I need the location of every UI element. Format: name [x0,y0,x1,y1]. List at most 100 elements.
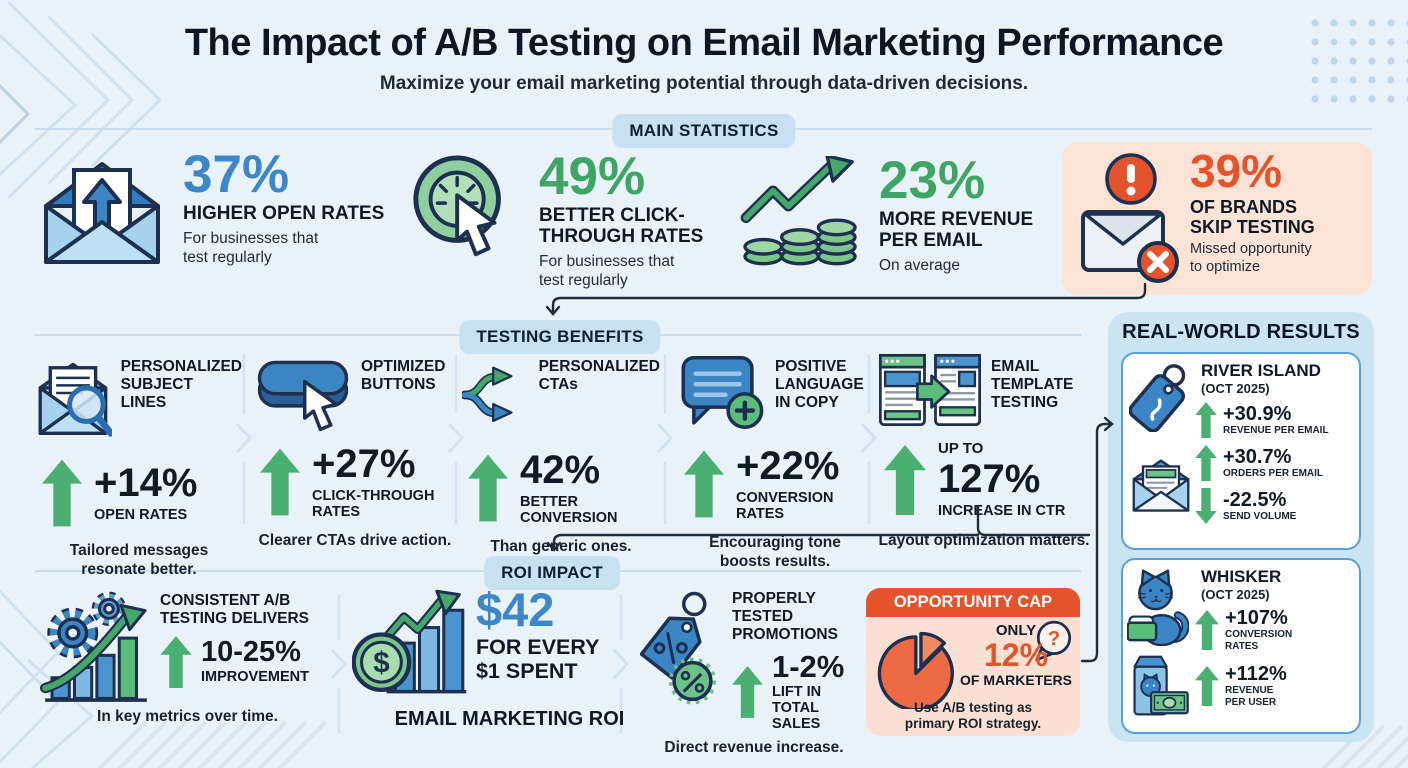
metric-value: +30.7% [1223,445,1292,468]
roi-tested-promotions: PROPERLY TESTED PROMOTIONS 1-2% LIFT IN … [640,586,868,757]
page-title: The Impact of A/B Testing on Email Marke… [184,22,1224,64]
question-bubble-icon: ? [1035,620,1072,662]
stat-value: 23% [879,151,986,210]
metric-row: +30.7% ORDERS PER EMAIL [1195,445,1351,481]
cat-litter-box-icon [1127,569,1189,646]
roi-value: 10-25% [201,635,301,668]
dollar-coin-chart-icon: $ [352,589,467,694]
stat-higher-open-rates: 37% HIGHER OPEN RATES For businesses tha… [36,148,384,268]
metric-row: +107% CONVERSION RATES [1195,608,1351,652]
benefit-metric: BETTER CONVERSION [520,494,618,527]
stat-sub: On average [879,257,960,275]
benefit-metric: CLICK-THROUGH RATES [312,488,435,521]
svg-text:?: ? [1048,628,1060,650]
split-arrows-icon [462,366,513,423]
roi-value: 1-2% [771,649,845,685]
roi-value: $42 [476,583,555,636]
opportunity-subject: OF MARKETERS [960,672,1072,688]
roi-title: CONSISTENT A/B TESTING DELIVERS [160,592,309,627]
stat-label: BETTER CLICK- THROUGH RATES [539,205,704,248]
column-divider [612,594,630,734]
metric-value: +30.9% [1223,402,1292,425]
pie-chart-slice-icon [877,631,954,709]
section-badge-main-statistics: MAIN STATISTICS [612,114,796,148]
down-arrow-icon [1195,488,1217,524]
column-divider [656,354,674,524]
metric-label: CONVERSION RATES [1225,629,1293,652]
button-cursor-icon [257,360,349,432]
up-arrow-icon [160,635,192,688]
roi-consistent-testing: CONSISTENT A/B TESTING DELIVERS 10-25% I… [40,588,335,726]
case-name: RIVER ISLAND [1201,361,1321,380]
column-divider [235,354,253,524]
stat-label: OF BRANDS SKIP TESTING [1190,197,1315,238]
benefit-metric: OPEN RATES [94,506,188,523]
benefit-value: +22% [736,444,840,488]
roi-email-marketing-roi: $ $42 FOR EVERY $1 SPENT EMAIL MARKETING… [352,586,667,731]
metric-label: ORDERS PER EMAIL [1223,467,1324,479]
case-whisker: WHISKER (OCT 2025) +107% CONVERSION RATE… [1121,558,1361,734]
opportunity-qualifier: ONLY [995,622,1037,639]
column-divider [330,594,348,734]
case-date: (OCT 2025) [1201,587,1270,602]
metric-value: +112% [1225,663,1287,685]
opportunity-cap-body: ? ONLY 12% OF MARKETERS Use A/B testing … [866,617,1080,736]
up-arrow-icon [884,445,926,515]
opportunity-cap-header: OPPORTUNITY CAP [866,588,1080,617]
discount-tags-icon [640,591,717,705]
opportunity-cap-box: OPPORTUNITY CAP ? ONLY 12% OF MARKETERS … [866,588,1080,738]
stat-sub: For businesses that test regularly [183,230,319,267]
stat-label: MORE REVENUE PER EMAIL [879,209,1034,252]
benefit-caption: Than generic ones. [490,538,632,556]
metric-value: -22.5% [1223,488,1287,511]
stat-value: 39% [1190,145,1283,197]
panel-heading: REAL-WORLD RESULTS [1122,321,1360,343]
metric-label: SEND VOLUME [1223,510,1297,522]
benefit-metric: CONVERSION RATES [736,490,834,523]
benefit-title: POSITIVE LANGUAGE IN COPY [775,358,864,411]
roi-caption: EMAIL MARKETING ROI [394,708,625,730]
roi-metric: LIFT IN TOTAL SALES [771,684,822,733]
benefit-title: PERSONALIZED SUBJECT LINES [120,358,242,411]
up-arrow-icon [1195,402,1217,438]
metric-row: +112% REVENUE PER USER [1195,664,1351,708]
up-arrow-icon [260,448,300,516]
column-divider [447,354,465,524]
benefit-caption: Clearer CTAs drive action. [258,532,452,550]
price-tag-icon [1129,364,1186,432]
email-templates-swap-icon [878,353,982,427]
section-badge-roi-impact: ROI IMPACT [484,556,620,590]
up-arrow-icon [42,459,82,527]
benefit-personalized-ctas: PERSONALIZED CTAs 42% BETTER CONVERSION … [462,352,660,557]
metric-label: REVENUE PER USER [1225,685,1277,708]
benefit-positive-language: POSITIVE LANGUAGE IN COPY +22% CONVERSIO… [678,352,872,572]
column-divider [860,354,878,524]
benefit-email-template-testing: EMAIL TEMPLATE TESTING UP TO 127% INCREA… [878,352,1090,551]
stat-brands-skip-testing: 39% OF BRANDS SKIP TESTING Missed opport… [1062,142,1372,295]
stat-better-ctr: 49% BETTER CLICK- THROUGH RATES For busi… [408,147,704,291]
benefit-title: PERSONALIZED CTAs [538,358,660,393]
benefit-value: 127% [938,457,1041,502]
benefit-value: +14% [94,460,198,505]
case-river-island: RIVER ISLAND (OCT 2025) +30.9% REVENUE P… [1121,352,1361,550]
benefit-personalized-subject-lines: PERSONALIZED SUBJECT LINES +14% OPEN RAT… [36,352,242,579]
svg-text:$: $ [373,647,389,680]
stat-value: 49% [539,147,646,206]
real-world-results-panel: REAL-WORLD RESULTS RIVER ISLAND (OCT 202 [1108,312,1374,742]
opportunity-caption: Use A/B testing as primary ROI strategy. [904,699,1042,731]
metric-row: +30.9% REVENUE PER EMAIL [1195,402,1351,438]
stat-sub: Missed opportunity to optimize [1190,241,1312,275]
metric-row: -22.5% SEND VOLUME [1195,488,1351,524]
open-envelope-up-arrow-icon [44,162,160,264]
envelope-magnifier-icon [38,362,112,437]
button-click-cursor-icon [413,155,501,257]
coin-stacks-growth-icon [740,156,857,266]
benefit-metric: INCREASE IN CTR [938,503,1066,520]
benefit-caption: Encouraging tone boosts results. [709,534,841,571]
up-arrow-icon [731,666,763,719]
stat-sub: For businesses that test regularly [539,253,675,290]
stat-text: 39% OF BRANDS SKIP TESTING Missed opport… [1190,148,1315,276]
up-arrow-icon [1195,445,1217,481]
